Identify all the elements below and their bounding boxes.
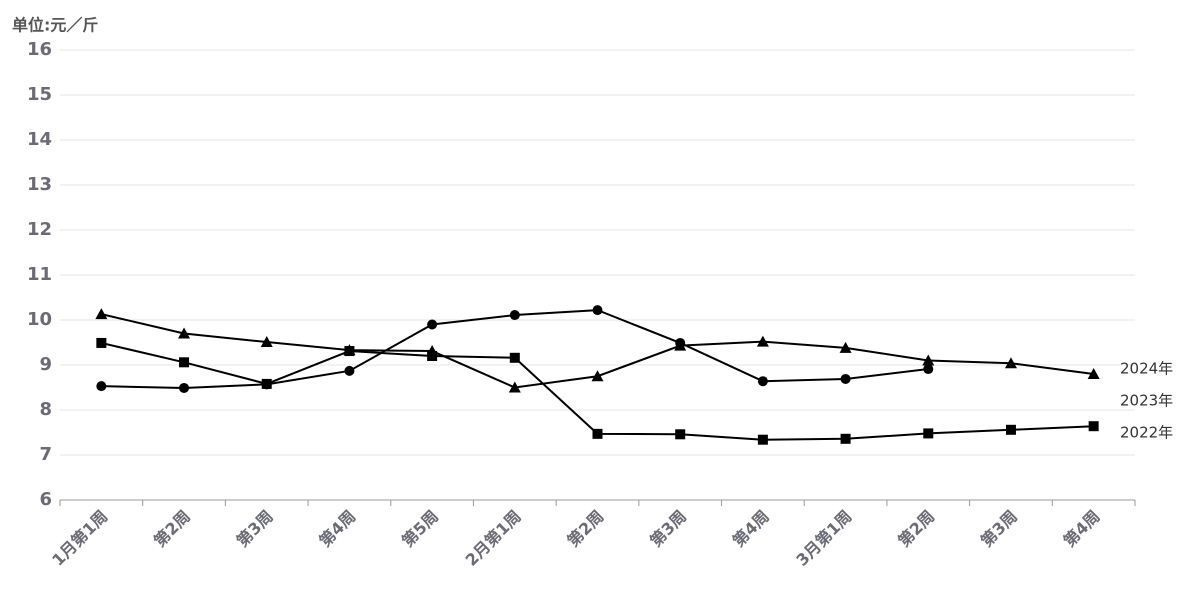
- x-tick-label: 第4周: [729, 507, 773, 551]
- point: [923, 428, 934, 439]
- x-tick-label: 第2周: [894, 507, 938, 551]
- x-tick-label: 第2周: [150, 507, 194, 551]
- x-tick-label: 第3周: [646, 507, 690, 551]
- point: [592, 428, 603, 439]
- point: [96, 337, 107, 348]
- legend-label: 2024年: [1120, 360, 1173, 378]
- point: [179, 357, 190, 368]
- legend-label: 2023年: [1120, 392, 1173, 410]
- point: [839, 341, 852, 353]
- legend-label: 2022年: [1120, 424, 1173, 442]
- point: [756, 335, 769, 347]
- y-tick-label: 9: [39, 354, 52, 375]
- point: [675, 429, 686, 440]
- point: [96, 381, 107, 392]
- point: [509, 352, 520, 363]
- point: [178, 327, 191, 339]
- y-axis-label: 单位:元／斤: [12, 16, 98, 35]
- point: [508, 381, 521, 393]
- point: [427, 351, 438, 361]
- point: [95, 308, 108, 320]
- point: [1088, 421, 1099, 432]
- series-line: [101, 309, 929, 389]
- x-tick-label: 第2周: [564, 507, 608, 551]
- y-tick-label: 16: [27, 39, 52, 60]
- point: [923, 364, 934, 375]
- point: [260, 336, 273, 348]
- y-tick-label: 6: [39, 489, 52, 510]
- point: [261, 378, 272, 389]
- x-tick-label: 1月第1周: [48, 507, 111, 570]
- y-tick-label: 7: [39, 444, 52, 465]
- x-tick-label: 第3周: [233, 507, 277, 551]
- y-tick-label: 12: [27, 219, 52, 240]
- y-tick-label: 8: [39, 399, 52, 420]
- y-tick-label: 14: [27, 129, 52, 150]
- point: [592, 305, 603, 316]
- x-tick-label: 第4周: [1060, 507, 1104, 551]
- point: [427, 319, 438, 330]
- point: [509, 310, 520, 321]
- point: [344, 346, 355, 357]
- point: [840, 433, 851, 444]
- point: [675, 337, 686, 348]
- x-tick-label: 第3周: [977, 507, 1021, 551]
- point: [1005, 424, 1016, 435]
- point: [757, 434, 768, 445]
- point: [591, 370, 604, 382]
- series-line: [101, 341, 1094, 441]
- point: [1004, 357, 1017, 369]
- point: [1087, 368, 1100, 379]
- point: [757, 376, 768, 387]
- x-tick-label: 第5周: [398, 507, 442, 551]
- point: [179, 382, 190, 393]
- y-tick-label: 11: [27, 264, 52, 285]
- point: [840, 373, 851, 384]
- x-tick-label: 第4周: [315, 507, 359, 551]
- y-tick-label: 13: [27, 174, 52, 195]
- point: [344, 365, 355, 376]
- point: [922, 354, 935, 366]
- x-tick-label: 3月第1周: [792, 507, 855, 570]
- y-tick-label: 15: [27, 84, 52, 105]
- y-tick-label: 10: [27, 309, 52, 330]
- x-tick-label: 2月第1周: [462, 507, 525, 570]
